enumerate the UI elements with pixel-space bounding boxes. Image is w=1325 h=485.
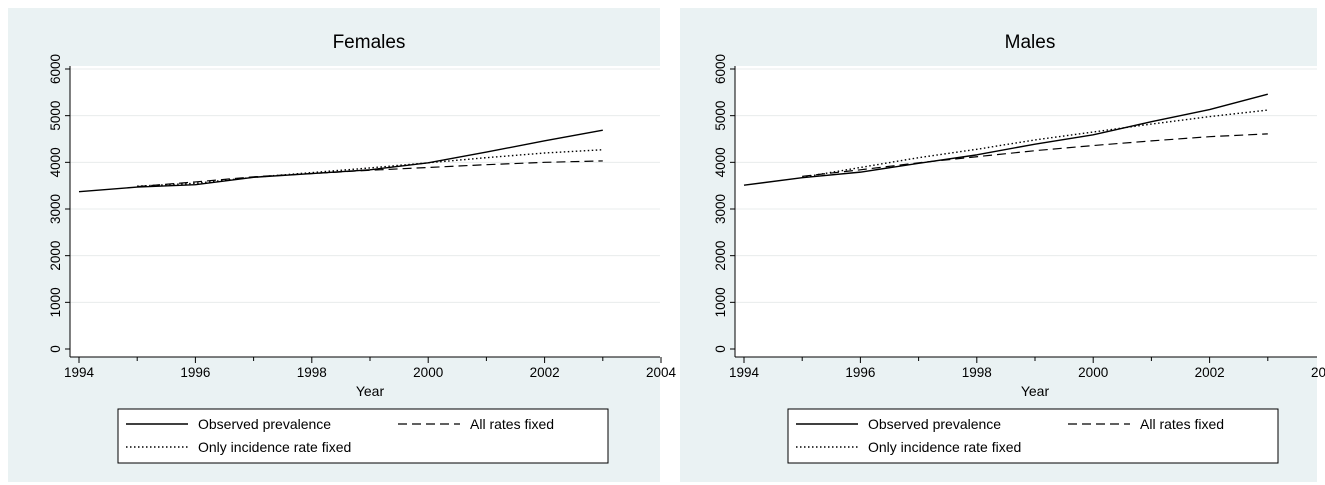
x-tick-label: 1998 [962, 365, 992, 380]
legend-label: Observed prevalence [868, 416, 1001, 432]
legend-label: All rates fixed [1140, 416, 1224, 432]
y-tick-label: 2000 [713, 241, 728, 271]
legend-box [787, 408, 1279, 464]
x-tick-label: 1996 [845, 365, 875, 380]
x-tick-label: 2004 [646, 365, 677, 380]
y-tick-label: 2000 [48, 241, 63, 271]
legend-label: Only incidence rate fixed [868, 439, 1021, 455]
y-tick-label: 3000 [713, 194, 728, 224]
x-tick-label: 2000 [413, 365, 443, 380]
legend-label: All rates fixed [470, 416, 554, 432]
x-tick-label: 1996 [180, 365, 210, 380]
x-tick-label: 1998 [297, 365, 327, 380]
series-line-observed-prevalence [743, 93, 1268, 186]
x-tick-label: 2004 [1311, 365, 1325, 380]
y-tick-label: 0 [48, 345, 63, 353]
x-tick-label: 2002 [530, 365, 560, 380]
y-tick-label: 1000 [48, 287, 63, 317]
series-line-all-rates-fixed [802, 133, 1268, 177]
y-tick-label: 6000 [48, 54, 63, 84]
series-line-only-incidence-rate-fixed [802, 109, 1268, 178]
series-line-only-incidence-rate-fixed [137, 149, 603, 187]
x-tick-label: 1994 [729, 365, 760, 380]
x-tick-label: 2002 [1195, 365, 1225, 380]
x-axis-label: Year [356, 383, 385, 399]
plot-area [735, 66, 1317, 357]
y-tick-label: 4000 [713, 147, 728, 177]
chart-title: Females [333, 32, 406, 53]
x-tick-label: 1994 [64, 365, 95, 380]
chart-panel-males: Males 0 1000 2000 3000 4000 5000 6000 1994 1996 19… [680, 8, 1325, 482]
legend-label: Observed prevalence [198, 416, 331, 432]
x-tick-label: 2000 [1078, 365, 1108, 380]
plot-area [70, 66, 660, 357]
y-tick-label: 5000 [713, 101, 728, 131]
y-tick-label: 3000 [48, 194, 63, 224]
legend-box [117, 408, 609, 464]
y-tick-label: 4000 [48, 147, 63, 177]
legend: Observed prevalence All rates fixed Only i… [787, 408, 1279, 464]
y-tick-label: 1000 [713, 287, 728, 317]
chart-title: Males [1005, 32, 1056, 53]
legend-label: Only incidence rate fixed [198, 439, 351, 455]
y-tick-label: 5000 [48, 101, 63, 131]
y-tick-label: 6000 [713, 54, 728, 84]
legend: Observed prevalence All rates fixed Only i… [117, 408, 609, 464]
x-axis-label: Year [1021, 383, 1050, 399]
y-tick-label: 0 [713, 345, 728, 353]
chart-panel-females: Females 0 1000 2000 3000 4000 5000 6000 1994 1996… [8, 8, 677, 482]
series-line-all-rates-fixed [137, 160, 603, 188]
